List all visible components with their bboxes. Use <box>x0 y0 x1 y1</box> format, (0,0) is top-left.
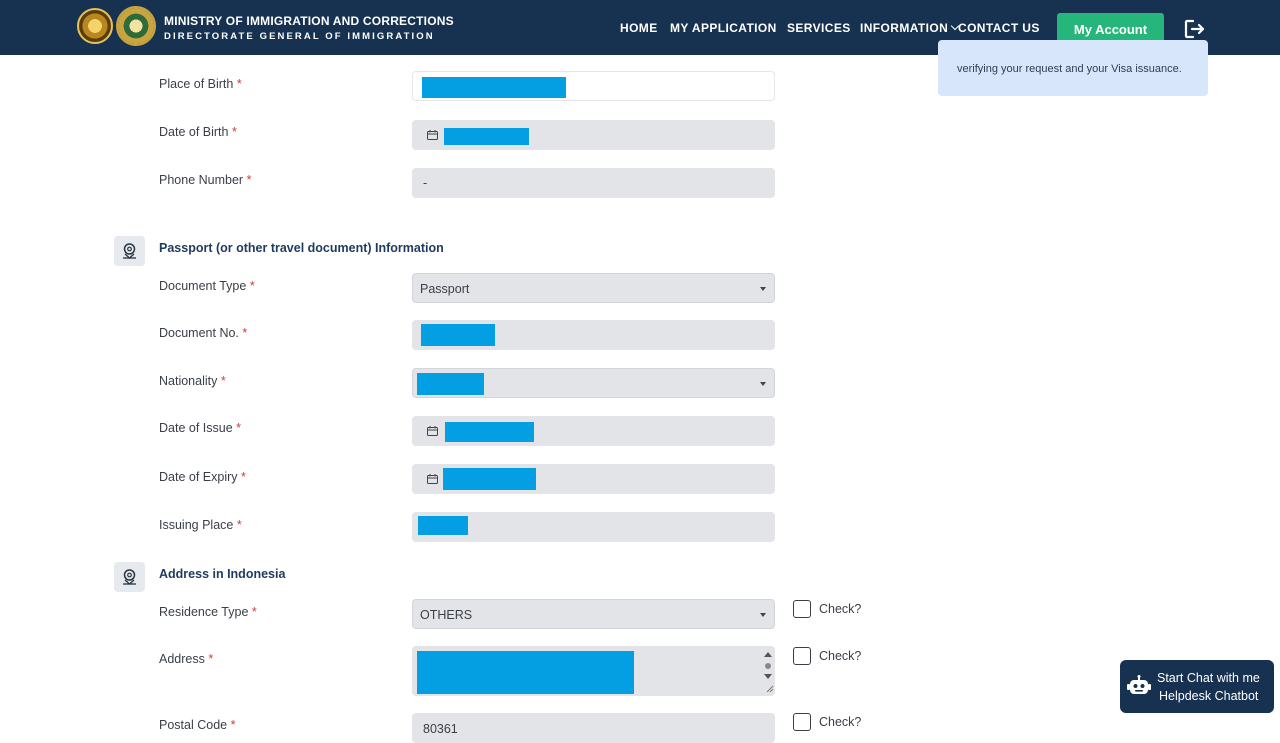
redacted-value <box>417 651 634 694</box>
textarea-scrollbar[interactable] <box>761 648 775 694</box>
required-marker: * <box>220 374 226 388</box>
calendar-icon <box>427 130 438 140</box>
brand-title[interactable]: MINISTRY OF IMMIGRATION AND CORRECTIONS <box>164 14 454 28</box>
phone-number-input[interactable]: - <box>412 168 775 198</box>
document-no-input[interactable] <box>412 320 775 350</box>
document-no-label: Document No. * <box>159 326 247 340</box>
caret-down-icon <box>760 382 766 386</box>
required-marker: * <box>246 173 252 187</box>
chatbot-line2[interactable]: Helpdesk Chatbot <box>1159 689 1259 703</box>
nav-contact-us[interactable]: CONTACT US <box>958 21 1040 35</box>
redacted-value <box>417 373 484 395</box>
required-marker: * <box>251 605 257 619</box>
date-of-expiry-label-text: Date of Expiry <box>159 470 238 484</box>
place-of-birth-input[interactable] <box>412 71 775 101</box>
document-no-label-text: Document No. <box>159 326 239 340</box>
logout-icon[interactable] <box>1184 19 1206 39</box>
redacted-value <box>445 422 534 442</box>
issuing-place-label-text: Issuing Place <box>159 518 234 532</box>
robot-icon <box>1127 675 1151 694</box>
document-type-value: Passport <box>420 282 470 296</box>
redacted-value <box>422 77 566 98</box>
immigration-logo[interactable] <box>116 6 156 46</box>
info-box <box>938 40 1208 96</box>
chatbot-line1[interactable]: Start Chat with me <box>1157 671 1260 685</box>
residence-type-label-text: Residence Type <box>159 605 249 619</box>
nationality-label-text: Nationality <box>159 374 218 388</box>
required-marker: * <box>249 279 255 293</box>
brand-subtitle[interactable]: DIRECTORATE GENERAL OF IMMIGRATION <box>164 31 435 42</box>
postal-code-label: Postal Code * <box>159 718 235 732</box>
garuda-logo[interactable] <box>77 8 113 44</box>
residence-type-check-label: Check? <box>819 602 862 616</box>
postal-code-value: 80361 <box>423 722 458 736</box>
date-of-expiry-input[interactable] <box>412 464 775 494</box>
nav-services[interactable]: SERVICES <box>787 21 851 35</box>
nav-information[interactable]: INFORMATION <box>860 21 960 35</box>
phone-number-label: Phone Number * <box>159 173 251 187</box>
my-account-button[interactable]: My Account <box>1057 13 1164 45</box>
document-type-select[interactable]: Passport <box>412 273 775 303</box>
info-text: verifying your request and your Visa iss… <box>957 63 1182 75</box>
required-marker: * <box>208 652 214 666</box>
required-marker: * <box>231 125 237 139</box>
required-marker: * <box>236 518 242 532</box>
top-navbar: MINISTRY OF IMMIGRATION AND CORRECTIONS … <box>0 0 1280 55</box>
date-of-issue-input[interactable] <box>412 416 775 446</box>
residence-type-value: OTHERS <box>420 608 473 622</box>
map-pin-icon <box>114 236 145 266</box>
required-marker: * <box>236 77 242 91</box>
nationality-select[interactable] <box>412 368 775 398</box>
address-textarea[interactable] <box>412 646 775 696</box>
passport-section-title: Passport (or other travel document) Info… <box>159 241 444 255</box>
required-marker: * <box>242 326 248 340</box>
address-section-title: Address in Indonesia <box>159 567 286 581</box>
nationality-label: Nationality * <box>159 374 226 388</box>
phone-number-label-text: Phone Number <box>159 173 244 187</box>
residence-type-select[interactable]: OTHERS <box>412 599 775 629</box>
issuing-place-input[interactable] <box>412 512 775 542</box>
caret-down-icon <box>760 287 766 291</box>
required-marker: * <box>241 470 246 484</box>
address-checkbox[interactable] <box>793 647 811 665</box>
nav-my-application[interactable]: MY APPLICATION <box>670 21 777 35</box>
postal-code-input[interactable]: 80361 <box>412 713 775 743</box>
calendar-icon <box>427 426 438 436</box>
redacted-value <box>444 128 529 145</box>
document-type-label: Document Type * <box>159 279 255 293</box>
redacted-value <box>421 324 495 346</box>
address-label-text: Address <box>159 652 205 666</box>
date-of-expiry-label: Date of Expiry * <box>159 470 246 484</box>
nav-information-label: INFORMATION <box>860 21 949 35</box>
place-of-birth-label: Place of Birth * <box>159 77 242 91</box>
residence-type-label: Residence Type * <box>159 605 257 619</box>
date-of-birth-label-text: Date of Birth <box>159 125 229 139</box>
date-of-issue-label: Date of Issue * <box>159 421 241 435</box>
redacted-value <box>418 516 468 535</box>
date-of-issue-label-text: Date of Issue <box>159 421 233 435</box>
nav-home[interactable]: HOME <box>620 21 658 35</box>
required-marker: * <box>236 421 242 435</box>
postal-code-check-label: Check? <box>819 715 862 729</box>
redacted-value <box>443 468 536 490</box>
document-type-label-text: Document Type <box>159 279 247 293</box>
address-check-label: Check? <box>819 649 862 663</box>
address-label: Address * <box>159 652 213 666</box>
caret-down-icon <box>760 613 766 617</box>
calendar-icon <box>427 474 438 484</box>
date-of-birth-label: Date of Birth * <box>159 125 237 139</box>
date-of-birth-input[interactable] <box>412 120 775 150</box>
required-marker: * <box>230 718 236 732</box>
residence-type-checkbox[interactable] <box>793 600 811 618</box>
postal-code-checkbox[interactable] <box>793 713 811 731</box>
issuing-place-label: Issuing Place * <box>159 518 242 532</box>
map-pin-icon <box>114 562 145 592</box>
phone-number-value: - <box>423 176 428 190</box>
postal-code-label-text: Postal Code <box>159 718 228 732</box>
place-of-birth-label-text: Place of Birth <box>159 77 234 91</box>
